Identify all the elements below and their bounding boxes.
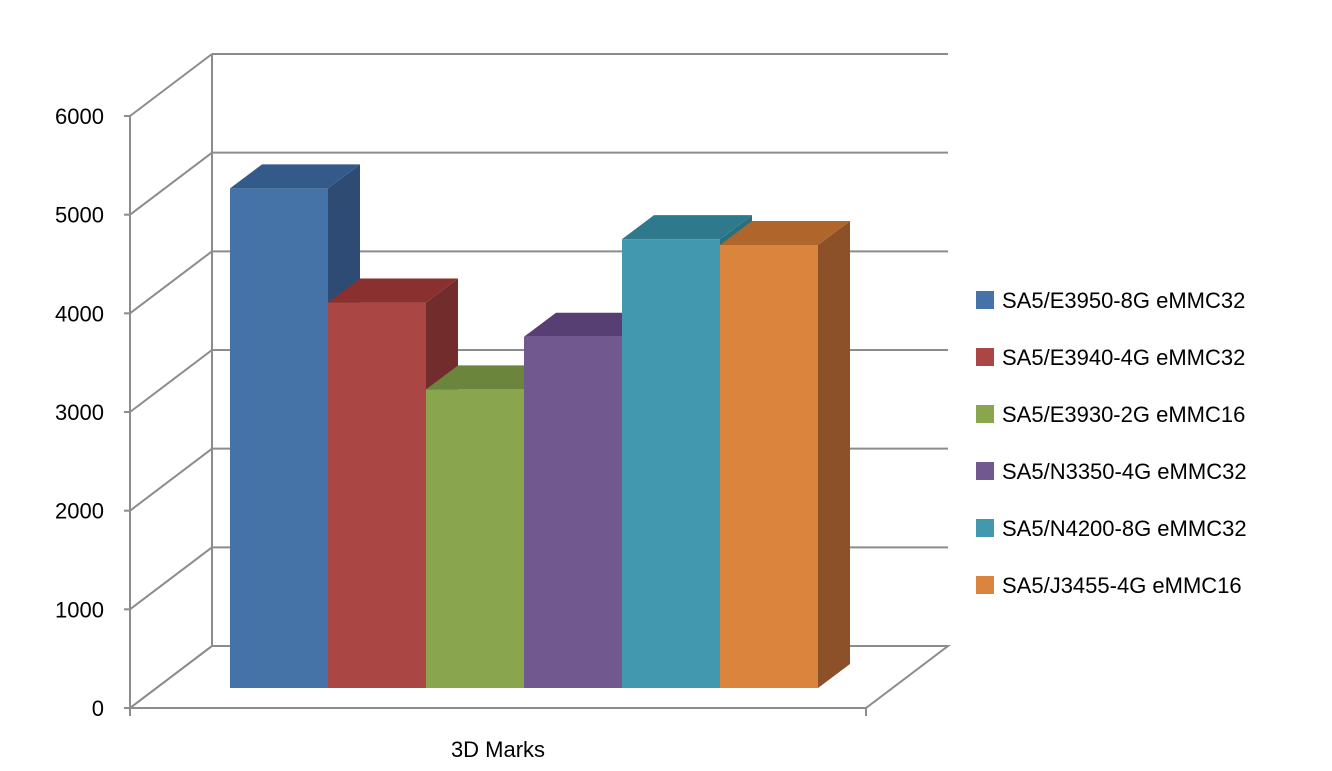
bar-top-2 [328, 278, 458, 303]
legend-swatch-6 [976, 576, 994, 594]
y-tick-labels: 0 1000 2000 3000 4000 5000 6000 [55, 104, 104, 721]
y-tick-label: 3000 [55, 400, 104, 425]
side-gridline [129, 447, 213, 512]
legend-label-2: SA5/E3940-4G eMMC32 [1002, 345, 1245, 370]
side-gridline [129, 53, 213, 117]
bar-side-6 [818, 220, 850, 688]
bar-top-1 [230, 164, 360, 189]
side-gridline [129, 645, 213, 709]
bar-4 [524, 336, 622, 688]
legend: SA5/E3950-8G eMMC32 SA5/E3940-4G eMMC32 SA… [976, 288, 1247, 598]
category-labels: 3D Marks [451, 737, 545, 762]
legend-label-4: SA5/N3350-4G eMMC32 [1002, 459, 1247, 484]
side-gridline [129, 546, 213, 611]
legend-swatch-3 [976, 405, 994, 423]
y-tick-label: 6000 [55, 104, 104, 129]
bar-6 [720, 244, 818, 688]
bar-top-5 [622, 215, 752, 240]
legend-label-6: SA5/J3455-4G eMMC16 [1002, 573, 1242, 598]
bar-top-3 [426, 365, 556, 390]
side-gridline [129, 151, 213, 216]
y-tick-label: 4000 [55, 301, 104, 326]
legend-label-1: SA5/E3950-8G eMMC32 [1002, 288, 1245, 313]
legend-swatch-4 [976, 462, 994, 480]
legend-swatch-1 [976, 291, 994, 309]
bar-2 [328, 302, 426, 688]
legend-label-5: SA5/N4200-8G eMMC32 [1002, 516, 1247, 541]
y-tick-label: 5000 [55, 203, 104, 228]
bar-top-4 [524, 312, 654, 337]
bar-top-6 [720, 220, 850, 245]
x-category-label: 3D Marks [451, 737, 545, 762]
y-tick-label: 2000 [55, 499, 104, 524]
y-tick-label: 1000 [55, 597, 104, 622]
bar-3 [426, 389, 524, 688]
bar-1 [230, 188, 328, 688]
axes [124, 115, 867, 716]
legend-swatch-5 [976, 519, 994, 537]
y-tick-label: 0 [92, 696, 104, 721]
legend-swatch-2 [976, 348, 994, 366]
side-gridline [129, 349, 213, 413]
side-gridline [129, 250, 213, 315]
bars [230, 164, 850, 689]
bar-5 [622, 239, 720, 689]
legend-label-3: SA5/E3930-2G eMMC16 [1002, 402, 1245, 427]
